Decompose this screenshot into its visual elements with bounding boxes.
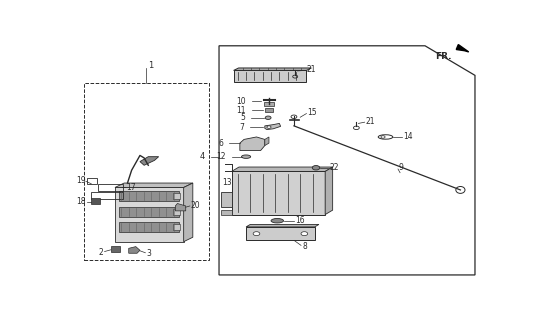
Text: 6: 6 (219, 139, 223, 148)
Circle shape (253, 232, 260, 236)
Circle shape (301, 232, 308, 236)
Text: 15: 15 (307, 108, 317, 117)
Circle shape (312, 165, 320, 170)
Polygon shape (325, 167, 332, 215)
Ellipse shape (242, 155, 251, 158)
Polygon shape (265, 124, 281, 130)
Text: 5: 5 (241, 113, 245, 122)
Text: 21: 21 (307, 65, 316, 75)
Text: 20: 20 (191, 201, 200, 210)
Text: 1: 1 (148, 61, 153, 70)
Polygon shape (115, 188, 184, 242)
Text: 17: 17 (126, 183, 136, 192)
Polygon shape (175, 204, 186, 211)
Polygon shape (173, 193, 180, 199)
Polygon shape (221, 210, 231, 215)
Text: 3: 3 (146, 249, 151, 258)
Polygon shape (234, 70, 307, 82)
Polygon shape (111, 246, 120, 252)
Circle shape (265, 116, 271, 119)
Text: 9: 9 (399, 163, 404, 172)
Polygon shape (119, 207, 179, 217)
Text: 21: 21 (366, 117, 375, 126)
Text: 13: 13 (222, 178, 232, 187)
Text: 16: 16 (295, 216, 304, 225)
Text: 22: 22 (329, 163, 339, 172)
Polygon shape (140, 157, 159, 165)
Polygon shape (184, 183, 193, 242)
Text: FR.: FR. (436, 52, 452, 61)
Polygon shape (119, 222, 179, 232)
Polygon shape (221, 192, 231, 207)
Text: 4: 4 (199, 152, 205, 161)
Polygon shape (240, 137, 265, 150)
Polygon shape (173, 224, 180, 230)
Polygon shape (231, 167, 332, 172)
Polygon shape (456, 44, 469, 52)
Text: 14: 14 (403, 132, 412, 141)
Polygon shape (129, 247, 140, 253)
Polygon shape (265, 108, 273, 112)
Text: 2: 2 (98, 248, 103, 257)
Text: 11: 11 (237, 106, 246, 115)
Ellipse shape (271, 219, 284, 223)
Polygon shape (231, 172, 325, 215)
Text: 7: 7 (239, 123, 244, 132)
Polygon shape (264, 102, 274, 106)
Polygon shape (119, 191, 179, 201)
Circle shape (267, 126, 271, 128)
Text: 8: 8 (302, 242, 307, 251)
Polygon shape (91, 198, 99, 204)
Text: 19: 19 (76, 176, 86, 185)
Text: 10: 10 (236, 97, 246, 106)
Polygon shape (173, 209, 180, 215)
Polygon shape (246, 224, 319, 227)
Polygon shape (246, 227, 315, 240)
Polygon shape (234, 68, 311, 70)
Polygon shape (115, 183, 193, 188)
Text: 18: 18 (76, 197, 86, 206)
Polygon shape (265, 137, 269, 146)
Text: 12: 12 (216, 152, 226, 161)
